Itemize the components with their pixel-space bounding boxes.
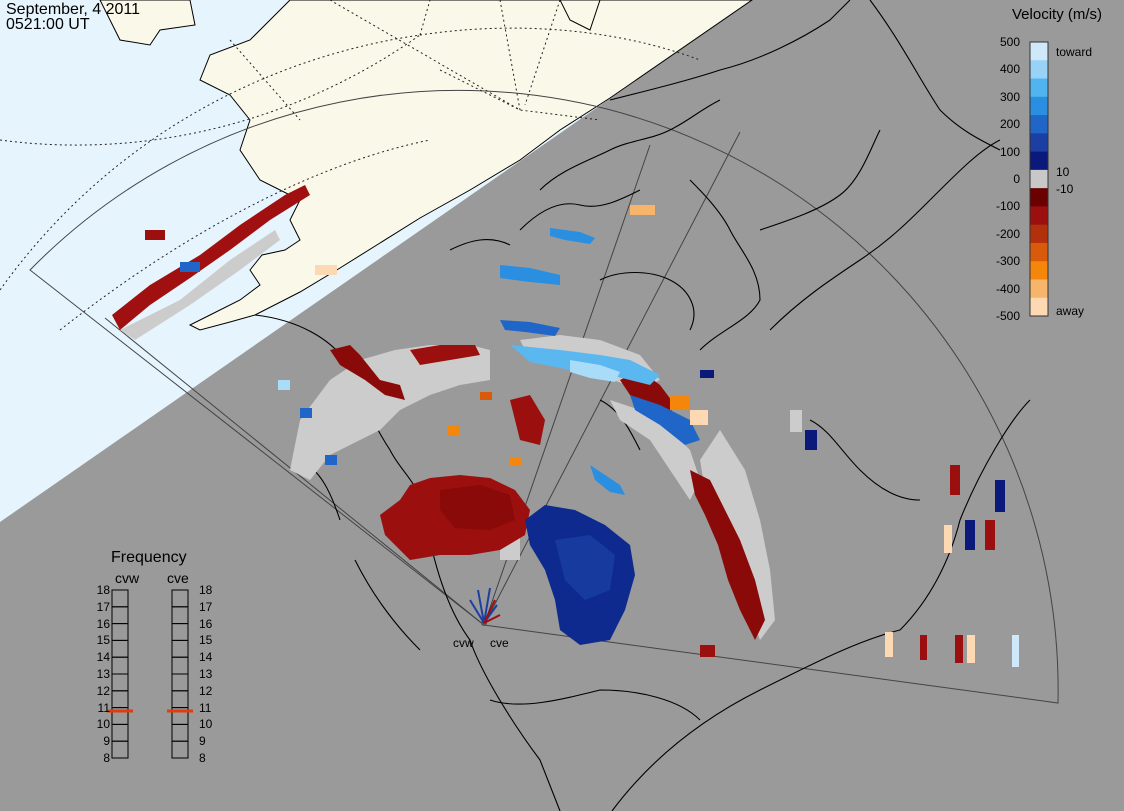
frequency-scale-label: 16 (96, 616, 110, 631)
siberia-land-2 (559, 0, 601, 31)
colorbar-tick-label: 100 (999, 144, 1020, 159)
frequency-scale-label: 12 (199, 683, 213, 698)
colorbar-toward-label: toward (1056, 45, 1093, 59)
frequency-marker-cve (167, 709, 193, 713)
colorbar-segment (1030, 60, 1048, 80)
frequency-scale-label: 10 (199, 717, 213, 732)
toward-velocity-echoes (180, 228, 1019, 667)
colorbar-title: Velocity (m/s) (1012, 6, 1103, 23)
colorbar-segment (1030, 96, 1048, 116)
colorbar-tick-label: -200 (995, 226, 1020, 241)
frequency-scale-label: 11 (97, 700, 110, 715)
colorbar-inner-negative: -10 (1056, 182, 1074, 196)
velocity-colorbar-frame (1029, 41, 1049, 317)
frequency-scale-label: 15 (199, 633, 213, 648)
colorbar-segment (1030, 279, 1048, 299)
frequency-radar-cvw: cvw (115, 570, 140, 586)
frequency-scale-label: 18 (199, 583, 213, 597)
colorbar-inner-positive: 10 (1056, 165, 1070, 179)
colorbar-tick-label: 0 (1013, 172, 1020, 186)
title-date: September, 4 2011 (6, 1, 141, 18)
siberia-land (99, 0, 196, 46)
frequency-radar-cve: cve (167, 570, 189, 586)
frequency-scale-label: 10 (96, 717, 110, 732)
velocity-colorbar (1030, 42, 1048, 317)
colorbar-tick-label: -300 (995, 254, 1020, 269)
frequency-scale-label: 16 (199, 616, 213, 631)
colorbar-segment (1030, 224, 1048, 244)
frequency-scale-label: 13 (96, 667, 110, 681)
colorbar-segment (1030, 297, 1048, 317)
frequency-scale-label: 11 (199, 700, 212, 715)
colorbar-segment (1030, 115, 1048, 134)
colorbar-tick-label: -500 (995, 309, 1020, 323)
site-label-cvw: cvw (453, 636, 474, 650)
colorbar-segment (1030, 261, 1048, 280)
away-velocity-echoes (112, 185, 995, 663)
colorbar-segment (1030, 133, 1048, 153)
fov-outline (29, 89, 1059, 704)
day-region (0, 0, 752, 522)
frequency-scale-label: 17 (96, 599, 110, 614)
colorbar-tick-label: -100 (995, 199, 1020, 214)
frequency-panel (107, 589, 193, 759)
colorbar-segment (1030, 188, 1048, 207)
colorbar-segment (1030, 78, 1048, 98)
colorbar-segment (1030, 42, 1048, 61)
frequency-scale-label: 17 (199, 599, 213, 614)
orange-echoes (315, 205, 975, 663)
colorbar-segment (1030, 242, 1048, 262)
frequency-marker-cvw (107, 709, 133, 713)
radar-site-markers (469, 587, 501, 626)
colorbar-segment (1030, 169, 1048, 189)
frequency-scale-label: 18 (96, 583, 110, 597)
colorbar-away-label: away (1056, 304, 1085, 318)
colorbar-tick-label: 400 (999, 62, 1020, 77)
colorbar-segment (1030, 151, 1048, 171)
frequency-scale-label: 9 (103, 734, 110, 749)
title-time: 0521:00 UT (6, 16, 90, 33)
colorbar-tick-label: 200 (999, 117, 1020, 132)
frequency-cell (171, 740, 189, 759)
site-label-cve: cve (490, 636, 509, 650)
frequency-cell (111, 740, 129, 759)
colorbar-tick-label: 500 (999, 35, 1020, 49)
lat-lon-grid (0, 0, 701, 331)
frequency-scale-label: 9 (199, 734, 206, 749)
frequency-scale-label: 8 (103, 751, 110, 765)
frequency-scale-label: 12 (96, 683, 110, 698)
frequency-scale-label: 13 (199, 667, 213, 681)
frequency-title: Frequency (111, 549, 187, 566)
colorbar-tick-label: -400 (995, 281, 1020, 296)
frequency-scale-label: 8 (199, 751, 206, 765)
frequency-scale-label: 14 (199, 650, 213, 665)
frequency-scale-label: 15 (96, 633, 110, 648)
colorbar-segment (1030, 206, 1048, 226)
colorbar-tick-label: 300 (999, 89, 1020, 104)
day-land (188, 0, 753, 331)
frequency-scale-label: 14 (96, 650, 110, 665)
